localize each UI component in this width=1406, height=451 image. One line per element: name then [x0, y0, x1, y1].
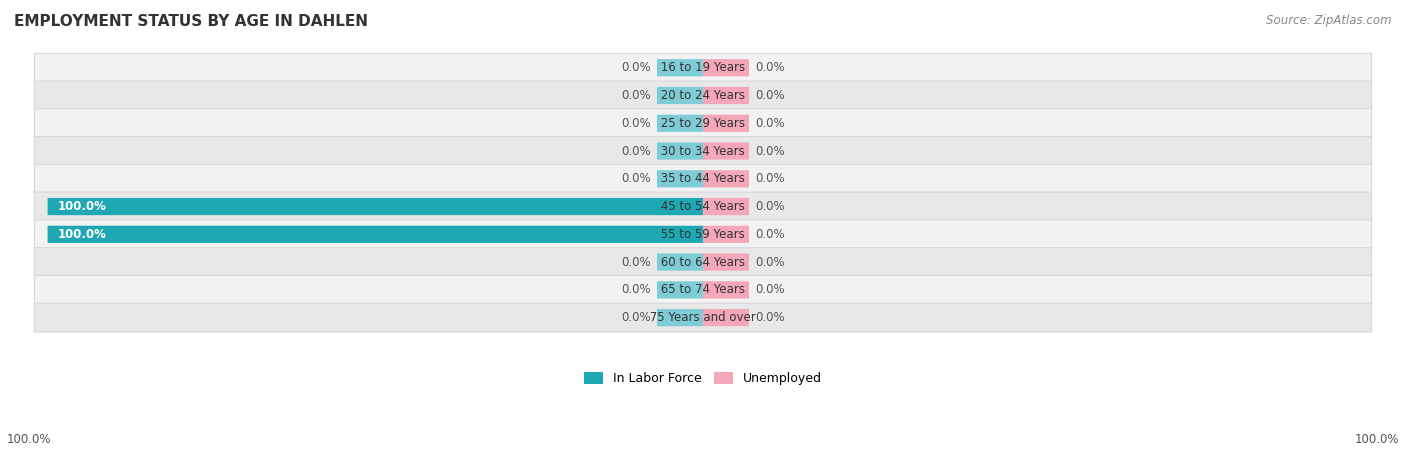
- FancyBboxPatch shape: [703, 309, 749, 326]
- FancyBboxPatch shape: [34, 220, 1372, 249]
- FancyBboxPatch shape: [657, 87, 703, 104]
- FancyBboxPatch shape: [657, 253, 703, 271]
- Text: 0.0%: 0.0%: [621, 311, 651, 324]
- FancyBboxPatch shape: [48, 198, 703, 215]
- Text: 0.0%: 0.0%: [621, 283, 651, 296]
- FancyBboxPatch shape: [34, 81, 1372, 110]
- Text: 16 to 19 Years: 16 to 19 Years: [657, 61, 749, 74]
- Text: EMPLOYMENT STATUS BY AGE IN DAHLEN: EMPLOYMENT STATUS BY AGE IN DAHLEN: [14, 14, 368, 28]
- Text: 100.0%: 100.0%: [58, 228, 107, 241]
- Text: 0.0%: 0.0%: [755, 283, 785, 296]
- Text: 0.0%: 0.0%: [621, 172, 651, 185]
- FancyBboxPatch shape: [34, 303, 1372, 332]
- FancyBboxPatch shape: [703, 115, 749, 132]
- FancyBboxPatch shape: [703, 87, 749, 104]
- FancyBboxPatch shape: [34, 192, 1372, 221]
- FancyBboxPatch shape: [703, 281, 749, 299]
- Text: 0.0%: 0.0%: [621, 117, 651, 130]
- Text: 25 to 29 Years: 25 to 29 Years: [657, 117, 749, 130]
- FancyBboxPatch shape: [34, 137, 1372, 166]
- Text: 0.0%: 0.0%: [755, 89, 785, 102]
- FancyBboxPatch shape: [657, 115, 703, 132]
- Text: 0.0%: 0.0%: [755, 256, 785, 269]
- Text: 100.0%: 100.0%: [1354, 433, 1399, 446]
- Text: 0.0%: 0.0%: [621, 89, 651, 102]
- Text: 0.0%: 0.0%: [621, 256, 651, 269]
- Legend: In Labor Force, Unemployed: In Labor Force, Unemployed: [579, 367, 827, 390]
- Text: 0.0%: 0.0%: [755, 172, 785, 185]
- Text: 0.0%: 0.0%: [755, 311, 785, 324]
- Text: 0.0%: 0.0%: [755, 200, 785, 213]
- FancyBboxPatch shape: [34, 109, 1372, 138]
- FancyBboxPatch shape: [657, 170, 703, 188]
- Text: 55 to 59 Years: 55 to 59 Years: [657, 228, 749, 241]
- FancyBboxPatch shape: [703, 253, 749, 271]
- FancyBboxPatch shape: [703, 170, 749, 188]
- FancyBboxPatch shape: [703, 143, 749, 160]
- FancyBboxPatch shape: [703, 198, 749, 215]
- FancyBboxPatch shape: [657, 59, 703, 76]
- FancyBboxPatch shape: [34, 248, 1372, 276]
- FancyBboxPatch shape: [48, 226, 703, 243]
- FancyBboxPatch shape: [657, 309, 703, 326]
- Text: 20 to 24 Years: 20 to 24 Years: [657, 89, 749, 102]
- Text: 60 to 64 Years: 60 to 64 Years: [657, 256, 749, 269]
- FancyBboxPatch shape: [34, 53, 1372, 82]
- Text: 0.0%: 0.0%: [755, 117, 785, 130]
- FancyBboxPatch shape: [657, 281, 703, 299]
- Text: 30 to 34 Years: 30 to 34 Years: [657, 144, 749, 157]
- Text: 0.0%: 0.0%: [621, 61, 651, 74]
- Text: 75 Years and over: 75 Years and over: [647, 311, 759, 324]
- Text: 45 to 54 Years: 45 to 54 Years: [657, 200, 749, 213]
- FancyBboxPatch shape: [34, 276, 1372, 304]
- FancyBboxPatch shape: [657, 143, 703, 160]
- Text: 35 to 44 Years: 35 to 44 Years: [657, 172, 749, 185]
- FancyBboxPatch shape: [34, 164, 1372, 193]
- FancyBboxPatch shape: [703, 59, 749, 76]
- Text: 0.0%: 0.0%: [755, 61, 785, 74]
- Text: 100.0%: 100.0%: [58, 200, 107, 213]
- Text: 0.0%: 0.0%: [621, 144, 651, 157]
- Text: 0.0%: 0.0%: [755, 144, 785, 157]
- Text: 100.0%: 100.0%: [7, 433, 52, 446]
- FancyBboxPatch shape: [703, 226, 749, 243]
- Text: Source: ZipAtlas.com: Source: ZipAtlas.com: [1267, 14, 1392, 27]
- Text: 0.0%: 0.0%: [755, 228, 785, 241]
- Text: 65 to 74 Years: 65 to 74 Years: [657, 283, 749, 296]
